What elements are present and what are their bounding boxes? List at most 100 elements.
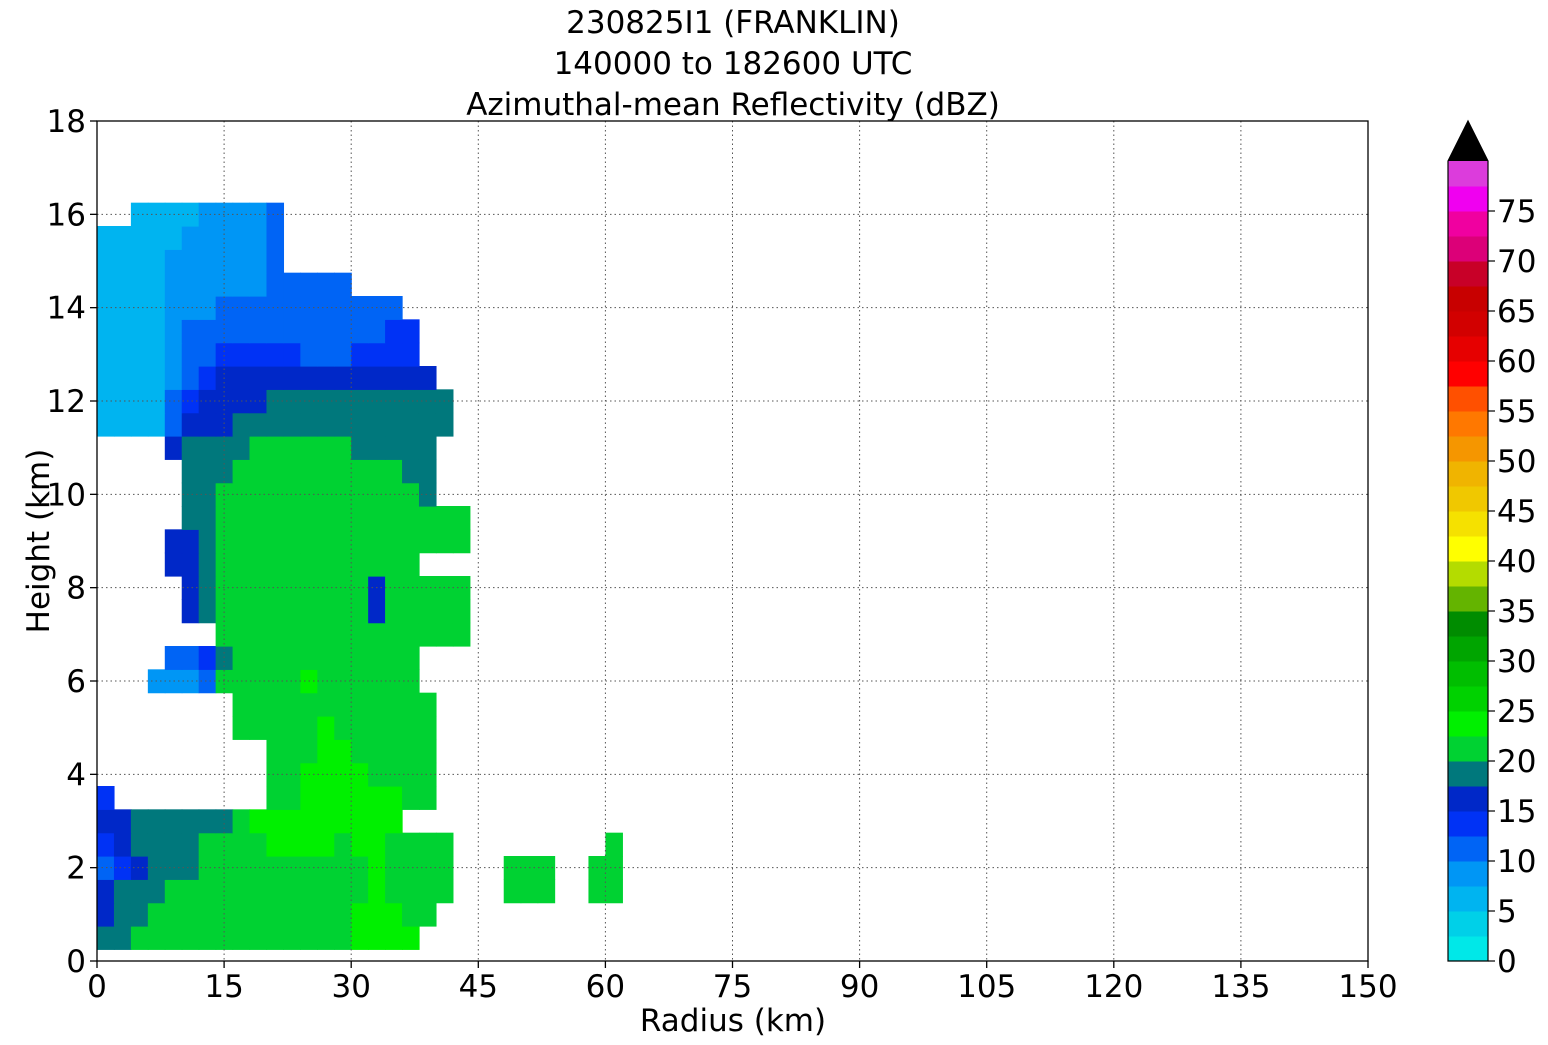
field-cell bbox=[181, 879, 200, 904]
colorbar-swatch bbox=[1448, 711, 1488, 737]
field-cell bbox=[351, 879, 369, 904]
field-cell bbox=[368, 646, 386, 670]
field-cell bbox=[402, 879, 420, 904]
colorbar-swatch bbox=[1448, 261, 1488, 287]
field-cell bbox=[317, 319, 335, 344]
field-cell bbox=[113, 926, 132, 950]
field-cell bbox=[317, 739, 335, 764]
field-cell bbox=[283, 552, 301, 577]
field-cell bbox=[351, 529, 369, 554]
x-tick-label: 15 bbox=[204, 969, 243, 1005]
field-cell bbox=[232, 902, 251, 927]
field-cell bbox=[368, 319, 386, 344]
field-cell bbox=[249, 226, 268, 250]
field-cell bbox=[198, 319, 217, 344]
field-cell bbox=[283, 342, 301, 367]
field-cell bbox=[198, 506, 217, 530]
field-cell bbox=[334, 296, 352, 320]
field-cell bbox=[181, 552, 200, 577]
field-cell bbox=[181, 342, 200, 367]
field-cell bbox=[147, 366, 166, 390]
field-cell bbox=[385, 646, 403, 670]
field-cell bbox=[368, 622, 386, 647]
field-cell bbox=[164, 809, 183, 834]
field-cell bbox=[198, 599, 217, 624]
field-cell bbox=[181, 832, 200, 857]
field-cell bbox=[385, 926, 403, 950]
field-cell bbox=[198, 646, 217, 670]
field-cell bbox=[198, 272, 217, 297]
field-cell bbox=[181, 506, 200, 530]
field-cell bbox=[181, 576, 200, 600]
field-cell bbox=[385, 622, 403, 647]
field-cell bbox=[351, 412, 369, 437]
x-tick-label: 30 bbox=[331, 969, 370, 1005]
field-cell bbox=[283, 506, 301, 530]
field-cell bbox=[351, 692, 369, 717]
field-cell bbox=[249, 319, 268, 344]
field-cell bbox=[97, 902, 115, 927]
colorbar-swatch bbox=[1448, 561, 1488, 587]
field-cell bbox=[97, 856, 115, 880]
field-cell bbox=[317, 716, 335, 740]
field-cell bbox=[351, 296, 369, 320]
field-cell bbox=[232, 366, 251, 390]
field-cell bbox=[385, 832, 403, 857]
field-cell bbox=[351, 669, 369, 694]
field-cell bbox=[402, 529, 420, 554]
field-cell bbox=[300, 506, 318, 530]
field-cell bbox=[232, 342, 251, 367]
field-cell bbox=[97, 249, 115, 274]
field-cell bbox=[300, 809, 318, 834]
colorbar-tick-label: 45 bbox=[1497, 494, 1536, 530]
field-cell bbox=[385, 389, 403, 414]
field-cell bbox=[402, 739, 420, 764]
field-cell bbox=[317, 552, 335, 577]
field-cell bbox=[130, 389, 149, 414]
y-axis-label: Height (km) bbox=[21, 449, 57, 634]
field-cell bbox=[317, 366, 335, 390]
field-cell bbox=[249, 646, 268, 670]
field-cell bbox=[232, 436, 251, 460]
field-cell bbox=[385, 436, 403, 460]
field-cell bbox=[402, 716, 420, 740]
field-cell bbox=[215, 529, 234, 554]
field-cell bbox=[266, 506, 285, 530]
field-cell bbox=[181, 599, 200, 624]
field-cell bbox=[130, 926, 149, 950]
field-cell bbox=[97, 342, 115, 367]
field-cell bbox=[130, 202, 149, 227]
field-cell bbox=[130, 272, 149, 297]
field-cell bbox=[300, 832, 318, 857]
field-cell bbox=[181, 902, 200, 927]
field-cell bbox=[402, 482, 420, 507]
field-cell bbox=[198, 296, 217, 320]
field-cell bbox=[164, 342, 183, 367]
field-cell bbox=[266, 482, 285, 507]
field-cell bbox=[181, 646, 200, 670]
field-cell bbox=[232, 412, 251, 437]
field-cell bbox=[283, 669, 301, 694]
y-tick-label: 6 bbox=[66, 664, 86, 700]
field-cell bbox=[385, 459, 403, 484]
field-cell bbox=[418, 716, 437, 740]
field-cell bbox=[300, 319, 318, 344]
field-cell bbox=[385, 669, 403, 694]
field-cell bbox=[97, 926, 115, 950]
x-tick-label: 90 bbox=[840, 969, 879, 1005]
field-cell bbox=[402, 646, 420, 670]
field-cell bbox=[266, 599, 285, 624]
field-cell bbox=[249, 202, 268, 227]
field-cell bbox=[181, 249, 200, 274]
field-cell bbox=[385, 319, 403, 344]
field-cell bbox=[334, 389, 352, 414]
field-cell bbox=[300, 412, 318, 437]
x-tick-label: 0 bbox=[87, 969, 107, 1005]
field-cell bbox=[317, 436, 335, 460]
field-cell bbox=[198, 856, 217, 880]
field-cell bbox=[334, 739, 352, 764]
field-cell bbox=[266, 366, 285, 390]
colorbar-tick-label: 20 bbox=[1497, 744, 1536, 780]
field-cell bbox=[283, 739, 301, 764]
grid bbox=[97, 121, 1368, 961]
